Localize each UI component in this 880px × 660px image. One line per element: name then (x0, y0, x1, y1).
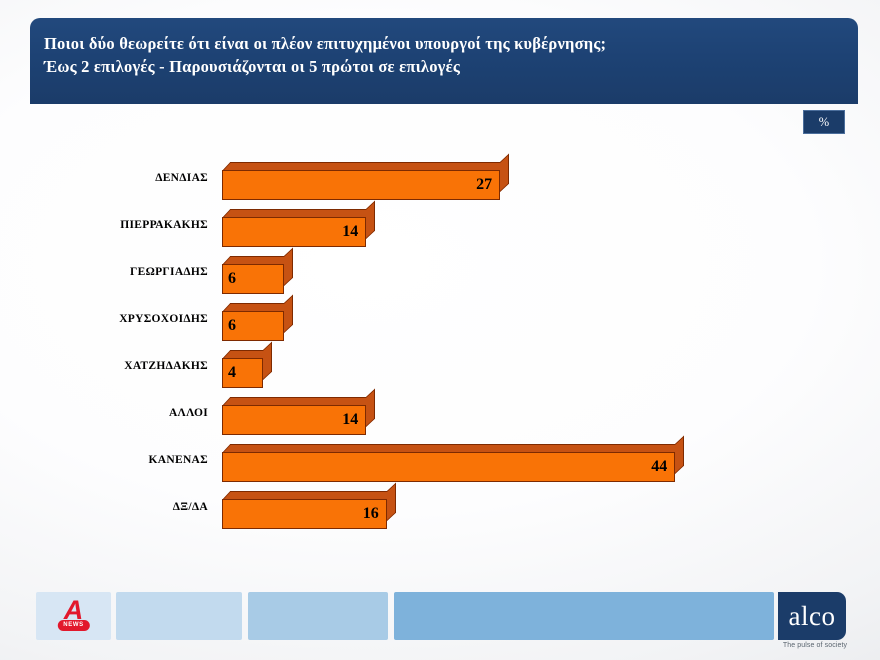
bar-value-label: 16 (362, 505, 379, 522)
bar-side-face (263, 341, 273, 380)
alpha-a-icon: A (63, 595, 84, 625)
footer-bar: A NEWS alco The pulse of society (0, 592, 880, 660)
bar: 27 (222, 153, 510, 200)
bar-side-face (386, 482, 396, 521)
bar: 4 (222, 341, 273, 388)
bar-value-label: 6 (228, 317, 236, 334)
category-label: ΚΑΝΕΝΑΣ (148, 454, 208, 466)
bar: 16 (222, 482, 396, 529)
category-label: ΧΡΥΣΟΧΟΙΔΗΣ (119, 313, 208, 325)
bar: 6 (222, 294, 293, 341)
bar-value-label: 14 (342, 411, 359, 428)
bar-side-face (500, 153, 510, 192)
bar: 6 (222, 247, 293, 294)
bar: 44 (222, 435, 685, 482)
bar-side-face (283, 294, 293, 333)
bar-chart: ΔΕΝΔΙΑΣ 27 ΠΙΕΡΡΑΚΑΚΗΣ 14 ΓΕΩΡΓΙΑΔΗΣ 6 ΧΡΥΣΟΧΟ… (0, 150, 880, 550)
alco-wordmark: alco (788, 600, 836, 631)
bar-side-face (675, 435, 685, 474)
chart-row: ΔΞ/ΔΑ 16 (0, 479, 880, 529)
alpha-news-logo: A NEWS (36, 592, 111, 640)
bar-side-face (366, 388, 376, 427)
bar-side-face (366, 200, 376, 239)
bar-front-face (222, 311, 284, 341)
bar-value-label: 14 (342, 223, 359, 240)
bar-front-face (222, 452, 676, 482)
chart-row: ΚΑΝΕΝΑΣ 44 (0, 432, 880, 482)
footer-segment-3 (394, 592, 774, 640)
bar-front-face (222, 405, 367, 435)
bar: 14 (222, 388, 376, 435)
percent-unit-badge: % (803, 110, 845, 134)
category-label: ΔΕΝΔΙΑΣ (155, 172, 208, 184)
footer-segment-logo (36, 592, 111, 640)
chart-row: ΠΙΕΡΡΑΚΑΚΗΣ 14 (0, 197, 880, 247)
chart-row: ΑΛΛΟΙ 14 (0, 385, 880, 435)
footer-segment-2 (248, 592, 388, 640)
alco-logo: alco (778, 592, 846, 640)
chart-row: ΔΕΝΔΙΑΣ 27 (0, 150, 880, 200)
chart-row: ΧΑΤΖΗΔΑΚΗΣ 4 (0, 338, 880, 388)
chart-row: ΧΡΥΣΟΧΟΙΔΗΣ 6 (0, 291, 880, 341)
bar-front-face (222, 217, 367, 247)
bar-value-label: 4 (228, 364, 236, 381)
bar-front-face (222, 170, 501, 200)
bar-side-face (283, 247, 293, 286)
footer-segment-1 (116, 592, 242, 640)
category-label: ΓΕΩΡΓΙΑΔΗΣ (130, 266, 208, 278)
bar-front-face (222, 264, 284, 294)
title-line-1: Ποιοι δύο θεωρείτε ότι είναι οι πλέον επ… (44, 34, 607, 53)
bar-value-label: 27 (476, 176, 493, 193)
alpha-news-label: NEWS (57, 620, 90, 631)
bar-value-label: 44 (651, 458, 668, 475)
chart-row: ΓΕΩΡΓΙΑΔΗΣ 6 (0, 244, 880, 294)
category-label: ΧΑΤΖΗΔΑΚΗΣ (124, 360, 208, 372)
category-label: ΑΛΛΟΙ (168, 407, 208, 419)
category-label: ΔΞ/ΔΑ (172, 501, 208, 513)
bar: 14 (222, 200, 376, 247)
alco-tagline: The pulse of society (782, 642, 848, 649)
bar-front-face (222, 358, 264, 388)
title-line-2: Έως 2 επιλογές - Παρουσιάζονται οι 5 πρώ… (44, 57, 460, 76)
bar-front-face (222, 499, 387, 529)
bar-value-label: 6 (228, 270, 236, 287)
category-label: ΠΙΕΡΡΑΚΑΚΗΣ (120, 219, 208, 231)
title-bar: Ποιοι δύο θεωρείτε ότι είναι οι πλέον επ… (30, 18, 858, 104)
